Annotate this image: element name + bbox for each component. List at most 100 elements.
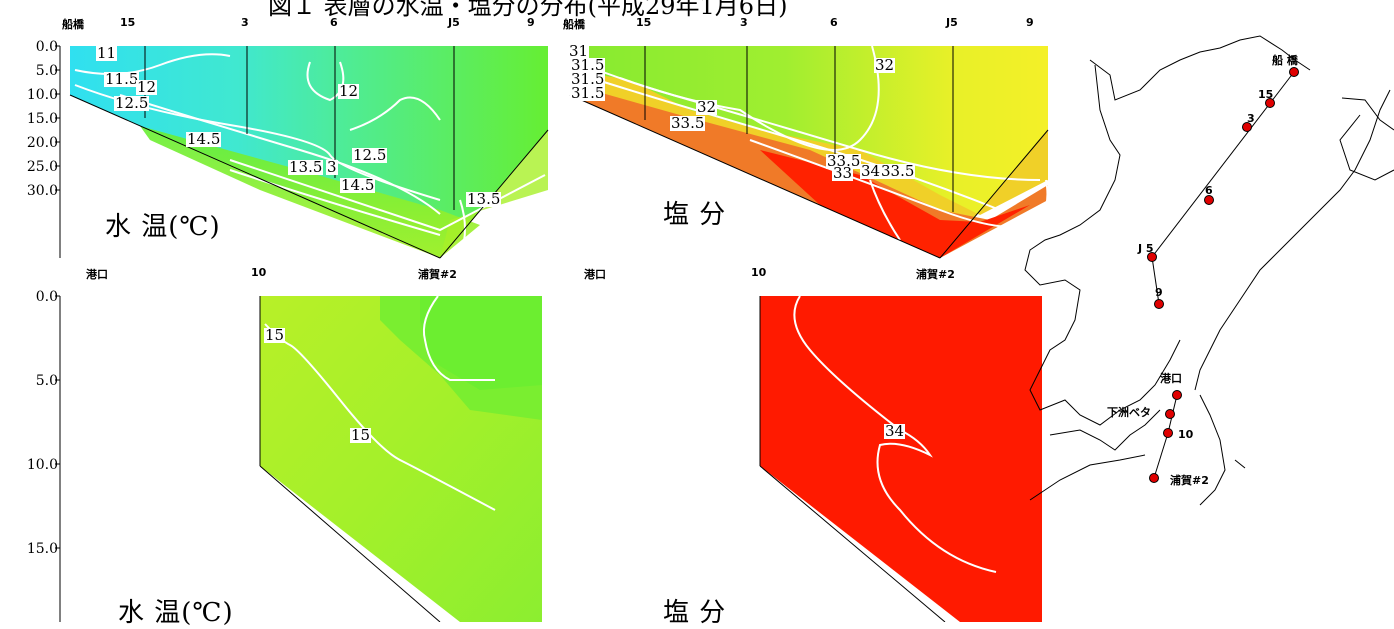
station-label: 船橋: [563, 18, 585, 31]
coastline-east-2: [1339, 114, 1394, 181]
station-label: 15: [636, 16, 652, 29]
section-outline: [759, 296, 946, 622]
section-outline: [259, 296, 441, 622]
map-station-label: J 5: [1138, 242, 1154, 255]
coastline-southeast: [1199, 394, 1226, 506]
contour-label: 12.5: [352, 146, 388, 164]
map-station-label: 浦賀#2: [1170, 474, 1209, 487]
y-tick-label: 25.0: [26, 159, 58, 175]
station-dot: [1242, 122, 1252, 132]
salinity-contours: [571, 45, 1049, 241]
contour-line: [749, 139, 1049, 228]
y-tick-label: 20.0: [26, 135, 58, 151]
y-tick-label: 0.0: [35, 39, 58, 55]
map-station-label: 船 橋: [1272, 54, 1298, 67]
station-label: 浦賀#2: [916, 268, 955, 281]
contour-label: 13.5: [466, 190, 502, 208]
map-station-label: 3: [1247, 112, 1255, 125]
contour-label: 13.5: [288, 158, 324, 176]
coastline-north: [1089, 35, 1311, 101]
contour-line: [306, 61, 345, 102]
y-tick-label: 5.0: [35, 373, 58, 389]
station-label: 6: [830, 16, 838, 29]
panel-label-salinity: 塩 分: [663, 598, 727, 628]
coastline-east-1: [1341, 97, 1394, 131]
contour-label: 12: [338, 82, 360, 100]
map-station-label: 15: [1258, 88, 1274, 101]
station-dots: [1147, 67, 1299, 483]
contour-label: 12: [136, 78, 158, 96]
y-tick-label: 0.0: [35, 289, 58, 305]
coastline-detail: [1234, 459, 1246, 469]
contour-label: 32: [874, 56, 896, 74]
contour-line: [571, 71, 1001, 211]
station-label: 10: [751, 266, 767, 279]
y-ticks: [55, 45, 60, 191]
map-station-label: 6: [1205, 184, 1213, 197]
temp-warm-layer: [140, 126, 480, 258]
map-station-label: 10: [1178, 428, 1194, 441]
contour-line: [793, 295, 997, 573]
station-dot: [1149, 473, 1159, 483]
y-ticks: [55, 295, 60, 549]
salinity-field: [760, 296, 1042, 622]
contour-label: 3: [326, 158, 338, 176]
temp-contours: [264, 295, 496, 511]
station-label: 9: [527, 16, 535, 29]
station-dot: [1289, 67, 1299, 77]
contour-label: 31: [568, 42, 590, 60]
contour-label: 12.5: [114, 94, 150, 112]
station-dot: [1265, 98, 1275, 108]
figure-title: 図１ 表層の水温・塩分の分布(平成29年1月6日): [268, 0, 788, 20]
map-station-label: 下洲ベタ: [1107, 406, 1151, 419]
contour-label: 11.5: [104, 70, 140, 88]
y-tick-label: 5.0: [35, 63, 58, 79]
y-tick-label: 30.0: [26, 183, 58, 199]
coastline-east-3: [1194, 89, 1391, 391]
temp-top-plot: [55, 45, 549, 259]
panel-label-temperature: 水 温(℃): [118, 598, 234, 628]
station-label: 浦賀#2: [418, 268, 457, 281]
station-label: 港口: [86, 268, 108, 281]
contour-label: 34: [860, 162, 882, 180]
station-label: J5: [946, 16, 958, 29]
sal-bottom-plot: [759, 295, 1042, 622]
y-tick-label: 15.0: [26, 111, 58, 127]
contour-line: [619, 45, 880, 151]
contour-label: 15: [350, 426, 372, 444]
contour-line: [264, 323, 496, 511]
contour-line: [119, 94, 441, 215]
station-dot: [1165, 409, 1175, 419]
contour-line: [229, 159, 546, 232]
station-label: 港口: [584, 268, 606, 281]
station-label: 9: [1026, 16, 1034, 29]
contour-label: 34: [884, 422, 906, 440]
station-label: 6: [330, 16, 338, 29]
contour-label: 33.5: [826, 152, 862, 170]
contour-label: 32: [696, 98, 718, 116]
coastline-map: [1024, 35, 1394, 506]
contour-label: 11: [96, 44, 118, 62]
station-dot: [1147, 252, 1157, 262]
station-label: 3: [241, 16, 249, 29]
station-dot: [1172, 390, 1182, 400]
contour-label: 14.5: [186, 130, 222, 148]
map-station-label: 9: [1155, 286, 1163, 299]
contour-label: 31.5: [570, 56, 606, 74]
coastline-west: [1024, 64, 1181, 426]
station-label: 船橋: [62, 18, 84, 31]
station-dot: [1204, 195, 1214, 205]
y-tick-label: 15.0: [26, 541, 58, 557]
contour-label: 33.5: [670, 114, 706, 132]
station-label: J5: [448, 16, 460, 29]
contour-label: 14.5: [340, 176, 376, 194]
sal-top-plot: [569, 45, 1049, 259]
contour-line: [422, 295, 495, 381]
map-station-label: 港口: [1160, 372, 1182, 385]
contour-label: 31.5: [570, 70, 606, 88]
station-lines: [569, 46, 1049, 259]
contour-line: [229, 169, 441, 236]
temp-coolest-patch: [420, 296, 542, 390]
contour-line: [74, 53, 231, 75]
y-tick-label: 10.0: [26, 87, 58, 103]
